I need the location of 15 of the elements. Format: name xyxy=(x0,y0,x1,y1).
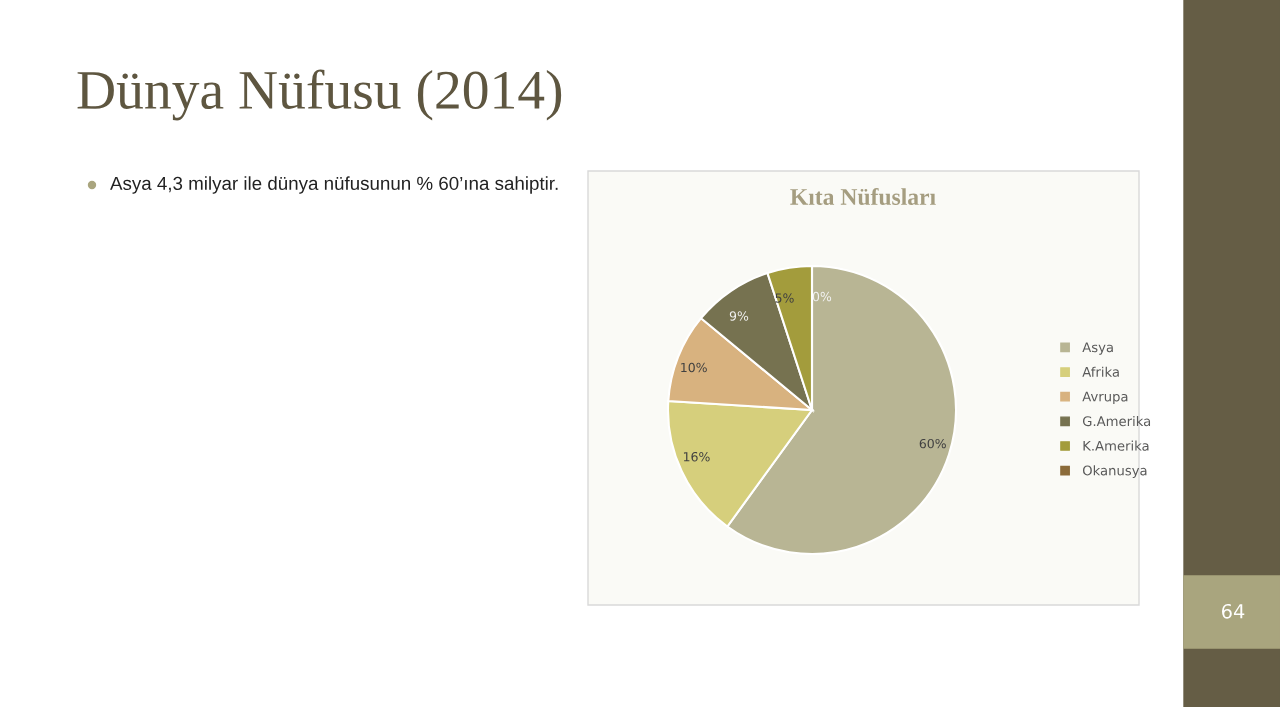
text: 0% xyxy=(812,291,832,302)
legend-label: Okanusya xyxy=(1082,465,1147,478)
data-label: 9% xyxy=(729,311,749,321)
data-label: 10% xyxy=(681,362,707,373)
legend-label: Asya xyxy=(1082,342,1113,355)
chart-title: Kıta Nüfusları xyxy=(790,188,936,205)
legend-label: G.Amerika xyxy=(1082,415,1151,427)
text: Dünya Nüfusu (2014) xyxy=(77,69,562,121)
legend-label: Afrika xyxy=(1082,366,1119,377)
data-label: 16% xyxy=(683,452,710,462)
legend-label: Avrupa xyxy=(1082,391,1128,405)
data-label: 60% xyxy=(919,438,946,449)
text: 64 xyxy=(1221,603,1245,619)
legend-label: K.Amerika xyxy=(1083,440,1149,451)
text: Asya 4,3 milyar ile dünya nüfusunun % 60’ına sahiptir. xyxy=(110,176,558,194)
